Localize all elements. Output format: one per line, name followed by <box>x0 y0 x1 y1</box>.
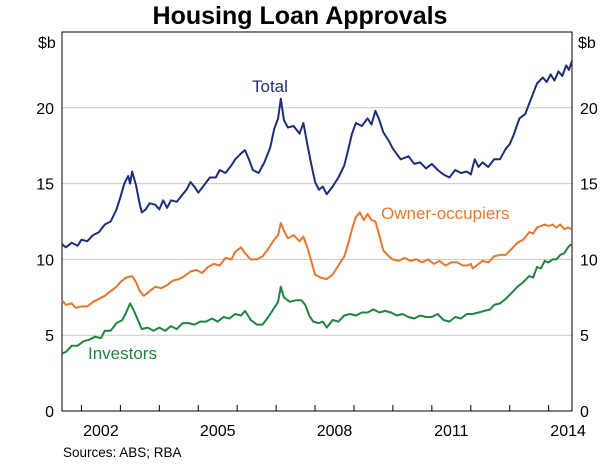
y-tick-label-right: 5 <box>580 328 589 345</box>
y-tick-label-left: 15 <box>36 177 54 194</box>
series-label-owner-occupiers: Owner-occupiers <box>381 204 510 223</box>
chart-title: Housing Loan Approvals <box>152 2 448 30</box>
y-tick-label-right: 15 <box>580 177 598 194</box>
series-layer <box>61 60 573 355</box>
y-tick-label-left: 20 <box>36 101 54 118</box>
y-tick-label-left: 5 <box>45 328 54 345</box>
x-tick-label: 2008 <box>317 423 353 440</box>
grid-layer <box>62 107 572 336</box>
series-line-total <box>61 60 573 249</box>
series-line-investors <box>61 243 572 355</box>
tick-layer: 0 0 5 5 10 10 15 15 20 20 2002 2005 2008 2011 2014 <box>36 101 598 440</box>
y-unit-left: $b <box>38 35 56 52</box>
y-unit-right: $b <box>578 35 596 52</box>
x-tick-label: 2014 <box>550 423 586 440</box>
y-tick-label-left: 10 <box>36 252 54 269</box>
source-note: Sources: ABS; RBA <box>63 445 182 460</box>
x-tick-label: 2011 <box>434 423 469 440</box>
y-tick-label-right: 20 <box>580 101 598 118</box>
y-tick-label-right: 10 <box>580 252 598 269</box>
x-tick-label: 2002 <box>83 423 119 440</box>
plot-frame <box>61 31 573 412</box>
series-line-owner-occupiers <box>61 211 572 309</box>
y-tick-label-right: 0 <box>580 404 589 421</box>
series-label-investors: Investors <box>88 344 157 363</box>
series-label-total: Total <box>252 77 288 96</box>
x-tick-label: 2005 <box>200 423 236 440</box>
y-tick-label-left: 0 <box>45 404 54 421</box>
